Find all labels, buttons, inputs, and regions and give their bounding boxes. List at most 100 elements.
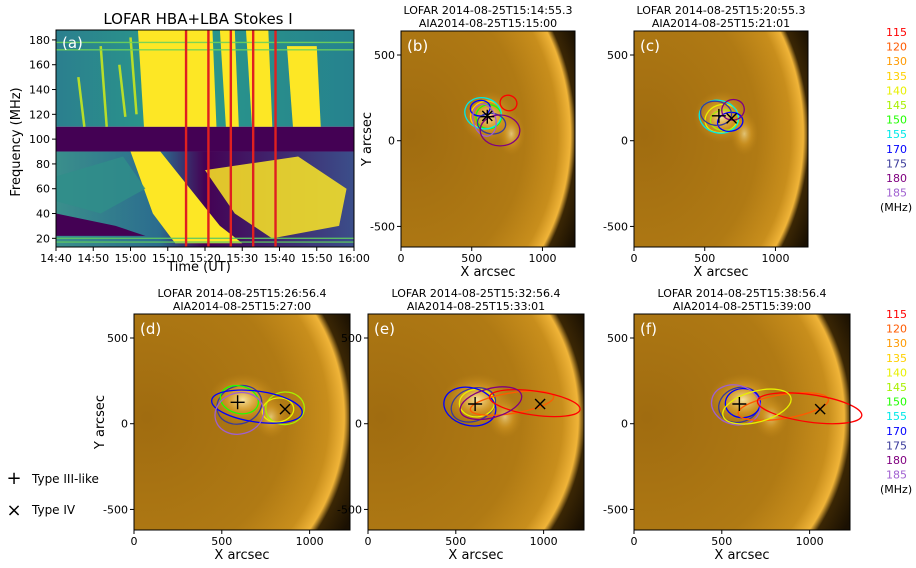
x-tick-label: 500 xyxy=(211,535,232,548)
x-tick-label: 0 xyxy=(131,535,138,548)
legend-entry-170: 170 xyxy=(886,143,907,156)
x-tick-label: 1000 xyxy=(796,535,824,548)
x-tick-label: 1000 xyxy=(296,535,324,548)
legend-entry-170: 170 xyxy=(886,425,907,438)
panel-title-lofar: LOFAR 2014-08-25T15:32:56.4 xyxy=(392,287,561,300)
panel-title-lofar: LOFAR 2014-08-25T15:20:55.3 xyxy=(637,4,806,17)
spectrum-x-tick-label: 14:50 xyxy=(77,252,109,265)
panel-title-lofar: LOFAR 2014-08-25T15:38:56.4 xyxy=(658,287,827,300)
type4-marker xyxy=(726,112,738,124)
spectrum-x-ticks: 14:40 14:50 15:00 15:10 15:20 15:30 15:40 15:50… xyxy=(40,247,370,265)
hba-streak-0 xyxy=(77,76,86,127)
spectrum-x-tick-label: 15:40 xyxy=(264,252,296,265)
image-frame xyxy=(133,313,351,531)
hba-streak-1 xyxy=(99,46,108,127)
legend-entry-155: 155 xyxy=(886,410,907,423)
spectrum-y-tick-label: 80 xyxy=(36,158,50,171)
radio-contour xyxy=(459,386,523,421)
spectrum-y-tick-label: 40 xyxy=(36,208,50,221)
spectrum-y-tick-label: 140 xyxy=(29,84,50,97)
radio-contour xyxy=(265,391,305,426)
radio-contour xyxy=(216,384,263,425)
radio-contour xyxy=(699,100,733,127)
panel-title-aia: AIA2014-08-25T15:27:00 xyxy=(173,300,311,313)
spectrum-y-tick-label: 160 xyxy=(29,59,50,72)
spectrum-x-tick-label: 16:00 xyxy=(338,252,370,265)
y-tick-label: 500 xyxy=(607,49,628,62)
lba-early-emission xyxy=(56,156,146,214)
radio-contour xyxy=(443,386,497,427)
spectrum-x-tick-label: 15:50 xyxy=(301,252,333,265)
y-tick-label: 500 xyxy=(341,332,362,345)
spectrum-y-tick-label: 20 xyxy=(36,232,50,245)
active-region-glow-2 xyxy=(497,112,526,156)
y-tick-label: -500 xyxy=(370,220,395,233)
legend-entry-150: 150 xyxy=(886,396,907,409)
x-tick-label: 0 xyxy=(631,252,638,265)
image-frame xyxy=(633,30,809,248)
active-region-glow-2 xyxy=(753,395,789,439)
y-tick-label: 500 xyxy=(107,332,128,345)
legend-entry-120: 120 xyxy=(886,323,907,336)
radio-contour xyxy=(479,114,521,147)
legend-entry-180: 180 xyxy=(886,172,907,185)
legend-entry-155: 155 xyxy=(886,128,907,141)
panel-label: (f) xyxy=(640,320,657,338)
legend-entry-135: 135 xyxy=(886,70,907,83)
panel-label-a: (a) xyxy=(62,34,83,52)
legend-entry-130: 130 xyxy=(886,337,907,350)
radio-contour xyxy=(698,99,740,134)
image-panel-f: LOFAR 2014-08-25T15:38:56.4AIA2014-08-25… xyxy=(603,287,863,563)
spectrum-y-tick-label: 120 xyxy=(29,108,50,121)
legend-entry-135: 135 xyxy=(886,352,907,365)
radio-contour xyxy=(214,391,265,435)
y-tick-label: -500 xyxy=(337,503,362,516)
spectrum-x-tick-label: 15:00 xyxy=(115,252,147,265)
x-axis-label: X arcsec xyxy=(693,265,748,280)
panel-label: (c) xyxy=(640,37,660,55)
radio-contour xyxy=(211,389,303,424)
hba-emission-0 xyxy=(137,30,217,127)
radio-contour xyxy=(721,98,745,121)
legend-entry-115: 115 xyxy=(886,308,907,321)
spectrum-x-label: Time (UT) xyxy=(166,260,231,275)
x-tick-label: 500 xyxy=(694,252,715,265)
x-tick-label: 0 xyxy=(631,535,638,548)
radio-contour xyxy=(472,103,497,137)
radio-contour xyxy=(219,384,260,415)
x-tick-label: 500 xyxy=(461,252,482,265)
x-tick-label: 0 xyxy=(398,252,405,265)
legend-entry-145: 145 xyxy=(886,99,907,112)
radio-contour xyxy=(716,111,744,133)
y-tick-label: 500 xyxy=(607,332,628,345)
legend-unit: (MHz) xyxy=(880,201,912,214)
frequency-gap xyxy=(56,126,354,152)
type4-marker xyxy=(279,403,291,415)
y-tick-label: 0 xyxy=(388,135,395,148)
image-panel-c: LOFAR 2014-08-25T15:20:55.3AIA2014-08-25… xyxy=(603,4,809,280)
spectrum-x-tick-label: 15:20 xyxy=(189,252,221,265)
image-panel-d: LOFAR 2014-08-25T15:26:56.4AIA2014-08-25… xyxy=(93,287,351,563)
spectrum-y-ticks: 20 40 60 80 100 120 140 160 180 xyxy=(29,34,56,245)
legend-entry-140: 140 xyxy=(886,366,907,379)
radio-contour xyxy=(476,112,507,135)
type4-marker-label: Type IV xyxy=(31,503,76,517)
x-tick-label: 0 xyxy=(365,535,372,548)
radio-contour xyxy=(469,390,555,416)
panel-title-aia: AIA2014-08-25T15:33:01 xyxy=(407,300,545,313)
image-panels: LOFAR 2014-08-25T15:14:55.3AIA2014-08-25… xyxy=(93,4,863,563)
image-panel-b: LOFAR 2014-08-25T15:14:55.3AIA2014-08-25… xyxy=(360,4,576,280)
x-axis-label: X arcsec xyxy=(448,548,503,563)
lba-dark-region xyxy=(56,213,146,236)
y-axis-label: Y arcsec xyxy=(360,112,375,167)
image-panel-e: LOFAR 2014-08-25T15:32:56.4AIA2014-08-25… xyxy=(337,287,585,563)
panel-title-aia: AIA2014-08-25T15:39:00 xyxy=(673,300,811,313)
type3-marker-label: Type III-like xyxy=(31,472,99,486)
spectrum-plot-area xyxy=(55,29,355,248)
legend-entry-130: 130 xyxy=(886,55,907,68)
hba-emission-3 xyxy=(286,46,321,127)
legend-entry-145: 145 xyxy=(886,381,907,394)
